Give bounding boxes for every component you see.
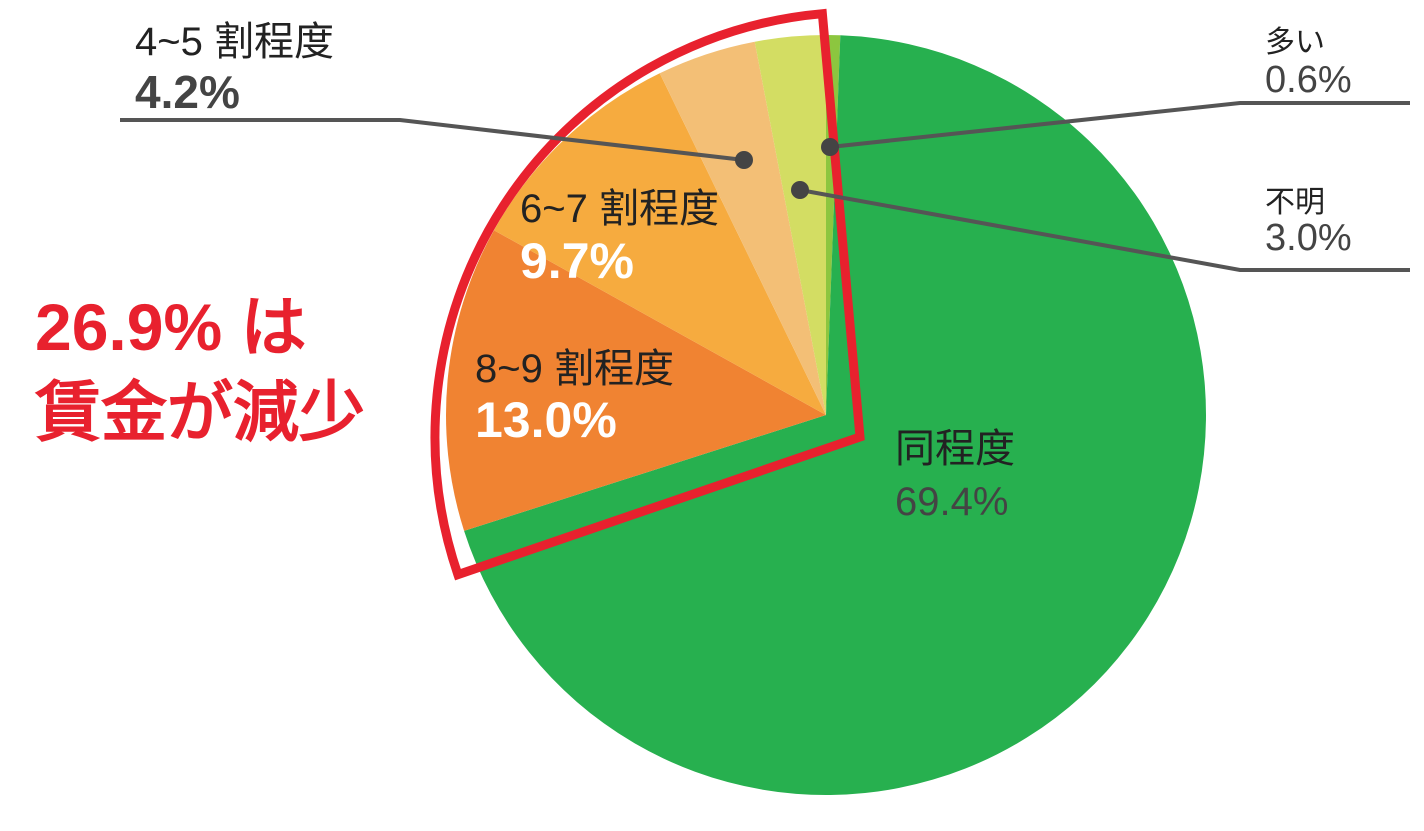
leader-line — [120, 118, 745, 162]
annotation: 賃金が減少 — [34, 375, 365, 449]
leader-line — [799, 188, 1410, 272]
pie-slice — [464, 35, 1206, 795]
leader-line — [829, 101, 1410, 149]
value-label: 9.7% — [520, 233, 634, 289]
slice-label: 6~7 割程度 — [520, 187, 719, 231]
value-label: 0.6% — [1265, 59, 1352, 101]
annotation: 26.9% は — [35, 290, 306, 364]
value-label: 13.0% — [475, 392, 617, 448]
pie-slice — [446, 230, 826, 531]
pie-slice — [493, 73, 826, 415]
leader-dot — [735, 151, 753, 169]
pie-slice — [754, 35, 826, 415]
slice-label: 8~9 割程度 — [475, 347, 674, 391]
value-label: 4.2% — [135, 66, 240, 118]
leader-dot — [821, 138, 839, 156]
slice-label: 4~5 割程度 — [135, 20, 334, 64]
slice-label: 不明 — [1265, 186, 1325, 219]
value-label: 3.0% — [1265, 217, 1352, 259]
pie-slice — [659, 41, 826, 415]
slice-label: 多い — [1265, 26, 1325, 59]
leader-dot — [791, 181, 809, 199]
value-label: 69.4% — [895, 480, 1008, 524]
slice-label: 同程度 — [895, 427, 1015, 471]
highlight-frame — [430, 8, 865, 581]
